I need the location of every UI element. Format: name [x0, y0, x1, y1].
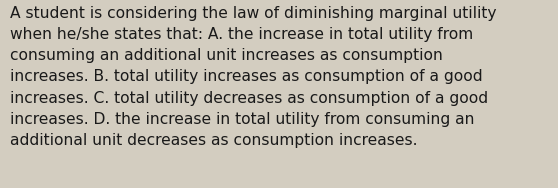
Text: A student is considering the law of diminishing marginal utility
when he/she sta: A student is considering the law of dimi… [10, 6, 497, 148]
